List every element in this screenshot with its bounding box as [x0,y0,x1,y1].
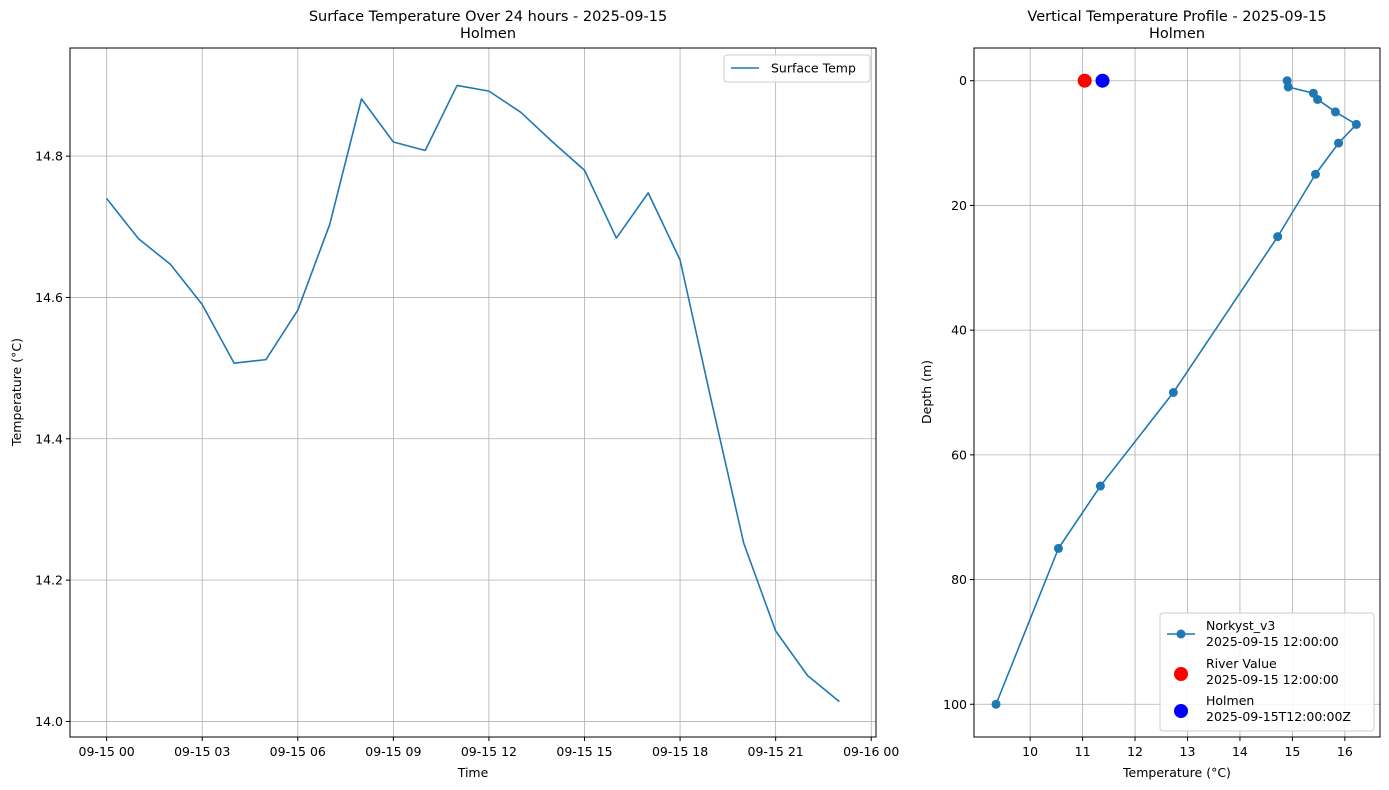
surface-chart-grid [70,48,876,737]
norkyst-point [1334,138,1344,148]
holmen-point [1095,73,1110,88]
legend-entry-river: River Value 2025-09-15 12:00:00 [1174,656,1339,687]
profile-chart-y-ticks: 0 20 40 60 80 100 [943,73,974,712]
legend-norkyst-date: 2025-09-15 12:00:00 [1206,634,1339,649]
legend-entry-norkyst: Norkyst_v3 2025-09-15 12:00:00 [1167,618,1339,649]
profile-chart-title: Vertical Temperature Profile - 2025-09-1… [1027,9,1326,25]
x-tick-label: 09-15 09 [365,744,421,759]
x-tick-label: 09-15 00 [79,744,135,759]
profile-chart-legend: Norkyst_v3 2025-09-15 12:00:00 River Val… [1159,612,1375,732]
legend-holmen-marker [1174,704,1188,718]
surface-chart-series [106,84,840,703]
surface-temp-chart: Surface Temperature Over 24 hours - 2025… [9,9,899,780]
surface-chart-y-ticks: 14.0 14.2 14.4 14.6 14.8 [35,149,70,729]
x-tick-label: 09-15 21 [748,744,804,759]
y-tick-label: 20 [951,198,967,213]
profile-chart-subtitle: Holmen [1149,26,1205,42]
x-tick-label: 10 [1022,744,1038,759]
surface-chart-x-ticks: 09-15 00 09-15 03 09-15 06 09-15 09 09-15 12… [79,737,899,759]
y-tick-label: 14.0 [35,714,63,729]
legend-holmen-date: 2025-09-15T12:00:00Z [1206,709,1351,724]
profile-chart-series [991,73,1361,709]
surface-chart-ylabel: Temperature (°C) [9,338,24,447]
y-tick-label: 0 [959,73,967,88]
surface-chart-xlabel: Time [457,765,489,780]
y-tick-label: 14.2 [35,573,63,588]
legend-norkyst-label: Norkyst_v3 [1206,618,1275,633]
y-tick-label: 100 [943,697,967,712]
profile-legend-box [1159,612,1375,732]
x-tick-label: 16 [1337,744,1353,759]
legend-holmen-label: Holmen [1206,693,1254,708]
x-tick-label: 14 [1232,744,1248,759]
x-tick-label: 09-15 03 [174,744,230,759]
norkyst-point [1273,232,1283,242]
legend-river-label: River Value [1206,656,1277,671]
norkyst-point [1095,481,1105,491]
norkyst-point [1330,107,1340,117]
norkyst-point [1053,543,1063,553]
y-tick-label: 80 [951,572,967,587]
profile-chart: Vertical Temperature Profile - 2025-09-1… [919,9,1381,780]
y-tick-label: 60 [951,447,967,462]
x-tick-label: 09-16 00 [843,744,899,759]
x-tick-label: 15 [1284,744,1300,759]
profile-chart-xlabel: Temperature (°C) [1122,765,1231,780]
surface-chart-title: Surface Temperature Over 24 hours - 2025… [309,9,667,25]
profile-chart-ylabel: Depth (m) [919,360,934,424]
x-tick-label: 09-15 12 [461,744,517,759]
y-tick-label: 14.8 [35,149,63,164]
x-tick-label: 09-15 18 [652,744,708,759]
x-tick-label: 11 [1075,744,1091,759]
norkyst-point [1168,388,1178,397]
y-tick-label: 40 [951,323,967,338]
surface-chart-subtitle: Holmen [460,26,516,42]
x-tick-label: 13 [1180,744,1196,759]
legend-norkyst-marker [1176,629,1186,639]
y-tick-label: 14.6 [35,290,63,305]
surface-temp-line [106,84,840,703]
y-tick-label: 14.4 [35,431,63,446]
profile-chart-frame [973,47,1381,738]
norkyst-point [1283,82,1293,92]
norkyst-point [1351,119,1361,129]
profile-chart-x-ticks: 10 11 12 13 14 15 16 [1022,737,1353,759]
x-tick-label: 09-15 06 [270,744,326,759]
surface-legend-label: Surface Temp [771,61,856,76]
norkyst-point [991,699,1001,709]
x-tick-label: 12 [1127,744,1143,759]
legend-river-marker [1174,667,1188,681]
norkyst-point [1313,94,1323,104]
surface-chart-frame [69,47,877,738]
surface-chart-legend: Surface Temp [723,54,871,83]
legend-river-date: 2025-09-15 12:00:00 [1206,672,1339,687]
surface-legend-box [723,54,871,83]
norkyst-point [1310,169,1320,179]
river-value-point [1077,73,1092,88]
legend-entry-holmen: Holmen 2025-09-15T12:00:00Z [1174,693,1351,724]
x-tick-label: 09-15 15 [556,744,612,759]
